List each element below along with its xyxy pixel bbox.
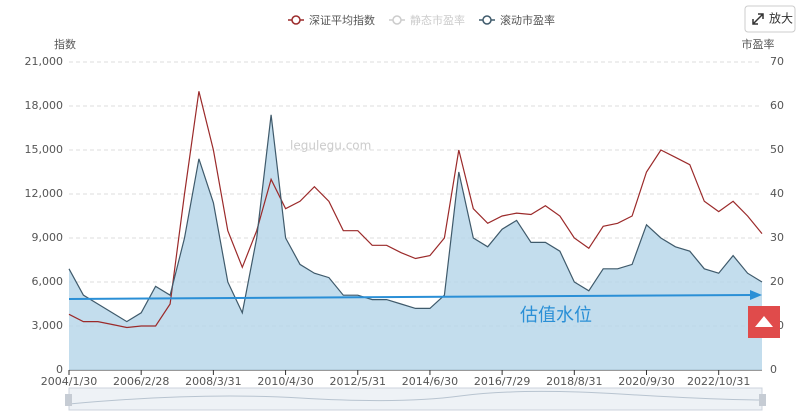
legend-label[interactable]: 滚动市盈率 (500, 13, 555, 27)
x-tick-label: 2008/3/31 (185, 375, 241, 388)
legend-label[interactable]: 深证平均指数 (309, 13, 375, 27)
slider-handle[interactable] (65, 394, 72, 406)
zoom-button[interactable]: 放大 (744, 5, 796, 33)
zoom-icon (752, 13, 764, 25)
x-tick-label: 2010/4/30 (257, 375, 313, 388)
y-tick-label: 6,000 (32, 275, 64, 288)
y2-tick-label: 40 (770, 187, 784, 200)
legend-marker (482, 15, 492, 25)
x-tick-label: 2016/7/29 (474, 375, 530, 388)
y-tick-label: 21,000 (25, 55, 64, 68)
slider-preview (68, 390, 763, 405)
series-line (68, 114, 763, 323)
zoom-label[interactable]: 放大 (769, 11, 793, 26)
y-tick-label: 18,000 (25, 99, 64, 112)
x-tick-label: 2014/6/30 (402, 375, 458, 388)
y-tick-label: 15,000 (25, 143, 64, 156)
x-tick-label: 2022/10/31 (687, 375, 750, 388)
x-tick-label: 2004/1/30 (41, 375, 97, 388)
annotation: 估值水位 (520, 305, 592, 326)
y-tick-label: 12,000 (25, 187, 64, 200)
x-tick-label: 2012/5/31 (330, 375, 386, 388)
y-axis-title: 指数 (54, 37, 76, 51)
annotation-arrowhead (750, 290, 762, 300)
watermark: legulegu.com (290, 139, 371, 153)
y2-tick-label: 0 (770, 363, 777, 376)
y-tick-label: 9,000 (32, 231, 64, 244)
x-tick-label: 2020/9/30 (618, 375, 674, 388)
back-to-top[interactable] (748, 306, 780, 338)
legend-marker (392, 15, 402, 25)
slider-track[interactable] (68, 387, 763, 411)
annotation-arrow (68, 294, 753, 300)
legend-label[interactable]: 静态市盈率 (410, 13, 465, 27)
y-tick-label: 0 (56, 363, 63, 376)
slider[interactable] (65, 387, 766, 411)
y2-axis-title: 市盈率 (742, 37, 775, 51)
x-tick-label: 2006/2/28 (113, 375, 169, 388)
y2-tick-label: 50 (770, 143, 784, 156)
zoom-button-box[interactable] (744, 5, 796, 33)
y2-tick-label: 20 (770, 275, 784, 288)
y-tick-label: 3,000 (32, 319, 64, 332)
y2-tick-label: 70 (770, 55, 784, 68)
y2-tick-label: 30 (770, 231, 784, 244)
y2-tick-label: 60 (770, 99, 784, 112)
area (69, 114, 762, 370)
legend-marker (291, 15, 301, 25)
series-line (68, 91, 763, 329)
slider-handle[interactable] (759, 394, 766, 406)
back-to-top-icon (755, 316, 773, 327)
x-tick-label: 2018/8/31 (546, 375, 602, 388)
